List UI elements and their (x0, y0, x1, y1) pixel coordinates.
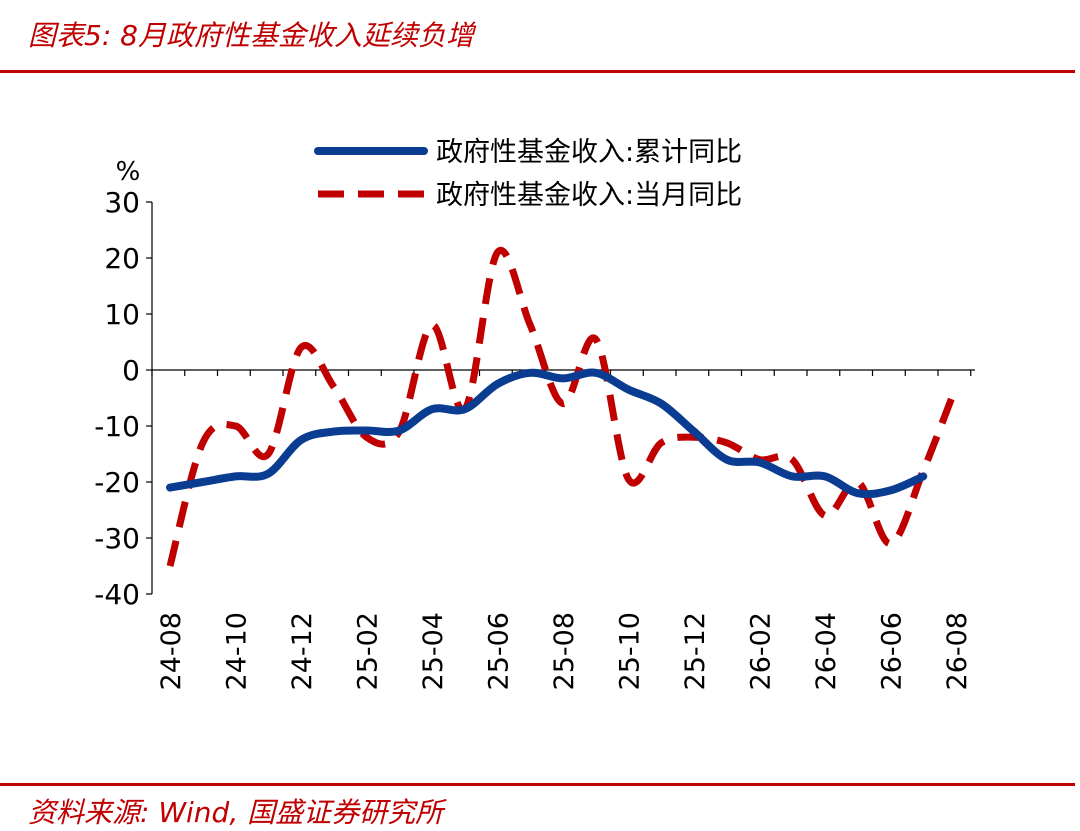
axes: 30 20 10 0 -10 -20 -30 -40% 24-08 24-10 24-12 25-02… (94, 157, 975, 690)
y-tick-label: -20 (94, 466, 140, 499)
x-tick-label: 25-02 (353, 612, 384, 690)
x-tick-label: 26-04 (811, 612, 842, 690)
y-tick-label: 30 (104, 186, 140, 219)
x-tick-label: 25-08 (549, 612, 580, 690)
chart-title: 图表5: 8月政府性基金收入延续负增 (28, 19, 474, 52)
series-line-monthly-yoy (166, 246, 960, 567)
x-tick-label: 24-12 (287, 612, 318, 690)
x-tick-label: 25-06 (484, 612, 515, 690)
bottom-divider (0, 783, 1075, 786)
source-note: 资料来源: Wind, 国盛证券研究所 (28, 796, 444, 829)
y-axis-unit: % (116, 157, 141, 187)
legend-item-cumulative-yoy: 政府性基金收入:累计同比 (314, 137, 742, 168)
legend-item-monthly-yoy: 政府性基金收入:当月同比 (318, 180, 742, 211)
x-tick-label: 25-10 (615, 612, 646, 690)
legend-label: 政府性基金收入:当月同比 (436, 180, 742, 211)
y-tick-label: -10 (94, 410, 140, 443)
series-lines (166, 246, 960, 567)
y-tick-label: 20 (104, 242, 140, 275)
x-tick-label: 25-04 (418, 612, 449, 690)
legend-label: 政府性基金收入:累计同比 (436, 137, 742, 168)
x-tick-label: 26-08 (942, 612, 973, 690)
x-tick-label: 26-06 (877, 612, 908, 690)
x-tick-label: 26-02 (746, 612, 777, 690)
series-line-cumulative-yoy (166, 368, 928, 499)
x-tick-label: 24-10 (222, 612, 253, 690)
x-tick-label: 25-12 (680, 612, 711, 690)
x-tick-label: 24-08 (156, 612, 187, 690)
y-tick-label: -30 (94, 522, 140, 555)
top-divider (0, 70, 1075, 73)
y-tick-label: 0 (122, 354, 140, 387)
y-tick-label: -40 (94, 578, 140, 611)
y-tick-label: 10 (104, 298, 140, 331)
